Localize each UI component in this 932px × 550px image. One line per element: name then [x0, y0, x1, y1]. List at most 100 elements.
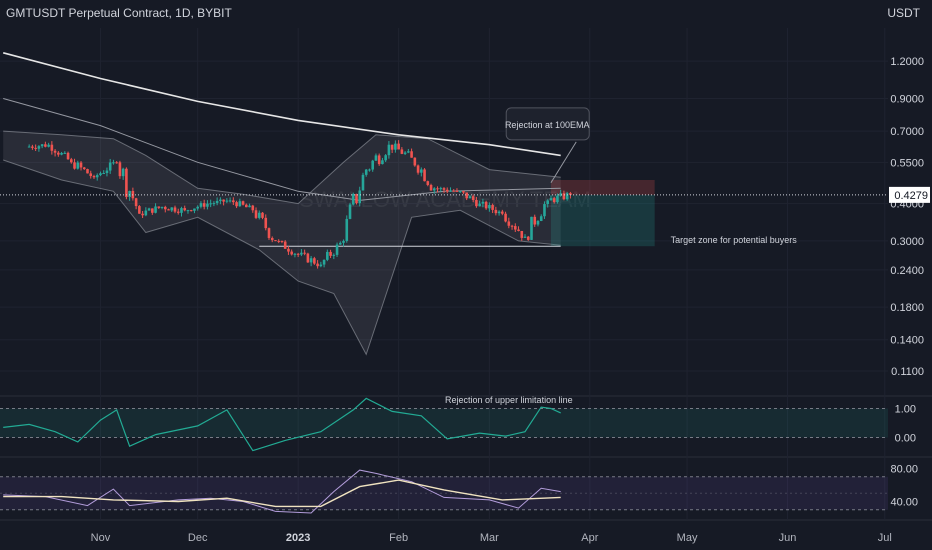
candle-body [491, 205, 494, 210]
candle-body [342, 240, 345, 243]
candle-body [449, 190, 452, 192]
candle-body [257, 212, 261, 218]
candle-body [44, 144, 47, 147]
candle-body [95, 175, 99, 178]
candle-body [556, 195, 559, 203]
candle-body [394, 143, 397, 150]
candle-body [238, 201, 242, 207]
candle-body [115, 162, 118, 164]
candle-body [432, 188, 436, 191]
candle-body [141, 213, 144, 216]
candle-body [69, 159, 73, 163]
candle-body [445, 189, 449, 192]
y-tick-label: 0.9000 [890, 93, 924, 105]
candle-body [471, 196, 475, 200]
x-tick-label: Nov [91, 532, 111, 544]
candle-body [108, 162, 112, 171]
candle-body [549, 198, 553, 201]
candle-body [222, 199, 225, 202]
candle-body [53, 150, 57, 153]
candle-body [546, 200, 550, 205]
candle-body [280, 240, 284, 242]
candle-body [27, 146, 31, 148]
candle-body [513, 226, 517, 230]
axes: 1.20000.90000.70000.55000.40000.30000.24… [0, 56, 930, 544]
candle-body [358, 190, 362, 204]
candle-body [507, 221, 511, 226]
y-tick-label: 0.2400 [890, 265, 924, 277]
candle-body [478, 203, 481, 207]
candle-body [79, 162, 83, 168]
currency-label: USDT [887, 6, 920, 20]
candle-body [361, 174, 365, 191]
candle-body [501, 211, 504, 214]
candle-body [403, 152, 407, 154]
candle-body [215, 200, 219, 204]
candle-body [326, 251, 329, 260]
candle-body [322, 259, 326, 265]
candle-body [118, 162, 122, 177]
candle-body [559, 193, 562, 196]
candle-body [364, 169, 368, 175]
callout-box [505, 107, 590, 141]
y-tick-label: 0.1400 [890, 335, 924, 347]
candle-body [533, 216, 537, 225]
candle-body [270, 237, 274, 241]
oscillator-pane: Rejection of upper limitation line [0, 395, 888, 452]
callout-pointer [550, 141, 577, 183]
rsi-ma-line [3, 479, 561, 508]
candle-body [206, 203, 209, 207]
candle-body [274, 240, 277, 242]
y-tick-label: 0.1800 [890, 302, 924, 314]
candle-body [565, 193, 569, 200]
candle-body [76, 162, 80, 169]
osc-tick-label: 0.00 [895, 433, 916, 445]
candle-body [99, 173, 102, 176]
candle-body [170, 207, 174, 211]
candle-body [306, 253, 310, 263]
candle-body [57, 152, 60, 155]
rsi-line [3, 469, 561, 514]
candle-body [128, 190, 131, 197]
candle-body [138, 206, 141, 214]
candle-body [442, 188, 446, 190]
candle-body [293, 253, 297, 255]
candle-body [60, 153, 63, 155]
candle-body [47, 144, 50, 147]
candle-body [309, 258, 313, 263]
candle-body [552, 198, 556, 203]
candle-body [89, 173, 93, 177]
candle-body [183, 208, 187, 211]
candle-body [329, 251, 332, 256]
candle-body [186, 210, 190, 212]
candle-body [488, 205, 491, 209]
candle-body [225, 200, 229, 202]
candle-body [484, 201, 488, 209]
target-level-label: Target zone for potential buyers [671, 235, 798, 245]
candle-body [397, 143, 400, 150]
rsi-pane [0, 469, 888, 514]
candle-body [144, 210, 148, 216]
candle-body [63, 152, 67, 154]
candle-body [82, 167, 86, 170]
candle-body [176, 211, 180, 213]
candle-body [316, 263, 319, 267]
candle-body [530, 216, 533, 240]
candle-body [539, 216, 543, 221]
osc-line [3, 397, 561, 452]
last-price-badge [889, 186, 930, 203]
candle-body [410, 151, 413, 158]
candle-body [303, 252, 306, 254]
candle-body [189, 210, 193, 212]
stop-zone [550, 179, 655, 195]
candle-body [157, 206, 161, 208]
candle-body [40, 144, 44, 147]
candle-body [562, 193, 566, 200]
candle-body [300, 252, 303, 255]
position-box[interactable] [550, 179, 655, 247]
candles [27, 140, 572, 269]
candle-body [455, 190, 459, 192]
osc-band [0, 408, 888, 438]
candle-body [332, 254, 336, 256]
